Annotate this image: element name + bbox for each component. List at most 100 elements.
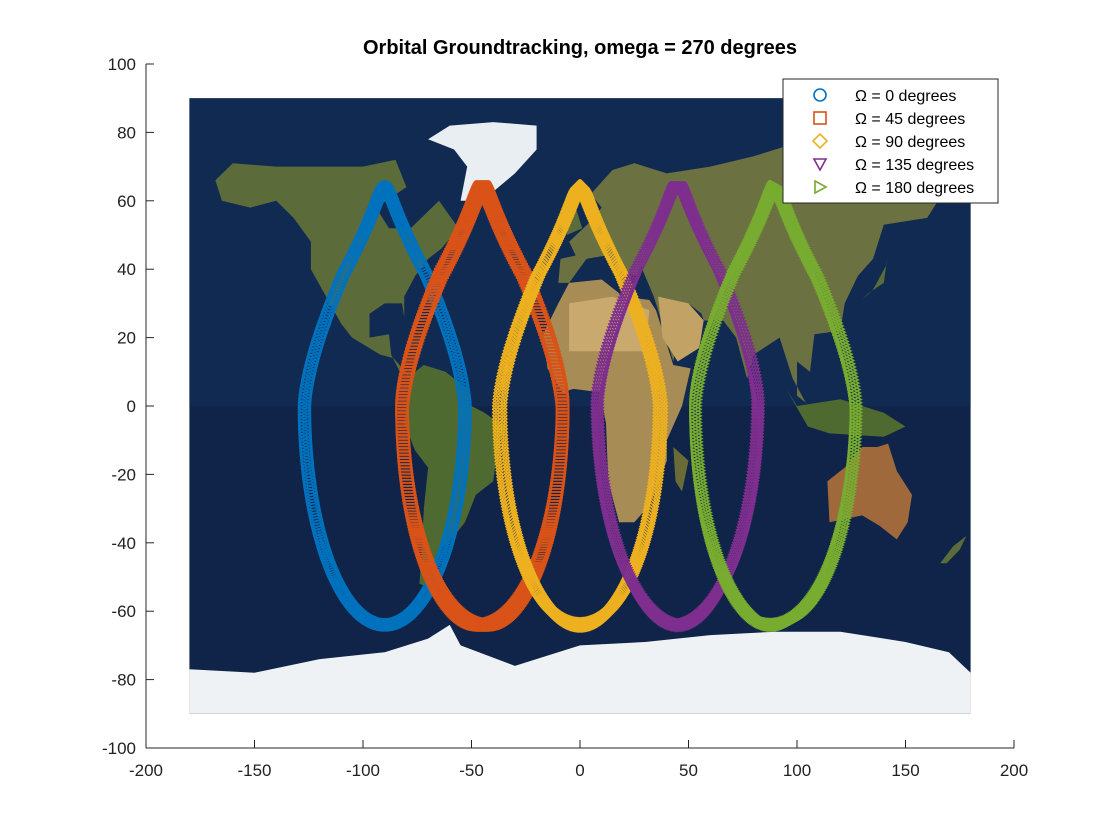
track-point (788, 221, 803, 237)
track-point (631, 311, 648, 329)
track-point (378, 180, 392, 194)
track-point (750, 416, 766, 431)
track-point (629, 551, 646, 568)
legend-label: Ω = 0 degrees (855, 88, 956, 105)
track-point (825, 303, 840, 319)
track-point (532, 261, 550, 278)
y-tick-label: -100 (102, 739, 136, 758)
track-point (823, 297, 837, 313)
track-point (726, 583, 740, 598)
track-point (748, 455, 763, 469)
track-point (492, 433, 509, 450)
track-point (725, 581, 739, 597)
track-point (819, 569, 834, 585)
track-point (592, 377, 608, 391)
track-point (824, 300, 839, 316)
track-point (642, 345, 659, 363)
x-tick-label: 200 (1000, 761, 1028, 780)
track-point (627, 556, 644, 573)
track-series (395, 180, 570, 632)
track-point (750, 413, 766, 427)
track-point (723, 577, 737, 593)
groundtracks (297, 178, 864, 634)
track-point (769, 179, 784, 195)
track-point (592, 380, 607, 395)
track-point (491, 410, 508, 428)
track-point (631, 544, 648, 561)
track-point (706, 321, 721, 337)
track-point (727, 584, 741, 600)
track-point (638, 333, 655, 350)
track-point (705, 324, 720, 340)
landmass-madagascar (673, 447, 689, 492)
track-point (743, 357, 759, 372)
track-point (750, 410, 766, 424)
y-tick-label: -20 (111, 465, 136, 484)
track-point (750, 403, 766, 417)
track-point (789, 223, 804, 239)
track-point (492, 436, 510, 454)
track-point (704, 327, 719, 343)
track-point (491, 417, 509, 434)
track-point (491, 397, 508, 415)
track-point (750, 423, 765, 437)
track-point (722, 575, 736, 591)
track-point (750, 426, 765, 440)
track-point (712, 306, 726, 322)
landmass-indonesia (786, 388, 906, 437)
y-tick-label: 20 (117, 329, 136, 348)
track-series (689, 179, 864, 633)
track-point (646, 362, 663, 379)
x-tick-label: -200 (129, 761, 163, 780)
landmass-antarctica (189, 624, 971, 714)
legend: Ω = 0 degrees Ω = 45 degrees Ω = 90 degree… (782, 78, 999, 204)
track-point (493, 449, 511, 467)
track-point (721, 573, 735, 589)
track-point (628, 302, 645, 320)
track-point (828, 312, 843, 328)
track-point (832, 321, 846, 337)
track-point (647, 368, 665, 385)
track-point (750, 393, 765, 408)
track-point (491, 407, 508, 424)
track-point (639, 336, 656, 353)
track-point (436, 262, 451, 277)
track-point (635, 324, 652, 341)
track-point (647, 365, 664, 382)
track-point (749, 442, 764, 456)
track-point (711, 309, 725, 325)
legend-label: Ω = 45 degrees (855, 111, 965, 128)
track-point (632, 541, 649, 559)
track-point (748, 452, 763, 466)
track-point (336, 267, 350, 282)
track-point (748, 380, 763, 395)
landmass-arabia (658, 296, 704, 362)
track-point (831, 318, 845, 334)
track-point (630, 308, 647, 326)
x-tick-label: 0 (575, 761, 584, 780)
track-point (634, 320, 651, 338)
track-point (744, 361, 759, 375)
track-series (297, 180, 472, 632)
track-point (629, 305, 646, 323)
landmass-greenland (428, 122, 537, 201)
track-point (630, 546, 647, 564)
track-point (708, 315, 723, 331)
track-point (530, 266, 547, 283)
track-point (594, 370, 609, 385)
track-point (538, 251, 555, 268)
track-point (648, 371, 665, 388)
track-point (670, 181, 686, 195)
track-point (640, 339, 657, 356)
track-point (746, 370, 762, 385)
track-point (816, 575, 831, 591)
track-point (492, 430, 509, 447)
track-point (491, 404, 508, 421)
track-point (535, 256, 552, 273)
track-series (590, 181, 766, 633)
track-point (297, 405, 312, 420)
track-point (493, 440, 510, 457)
x-tick-label: 100 (783, 761, 811, 780)
y-tick-label: -80 (111, 671, 136, 690)
track-point (818, 571, 833, 587)
